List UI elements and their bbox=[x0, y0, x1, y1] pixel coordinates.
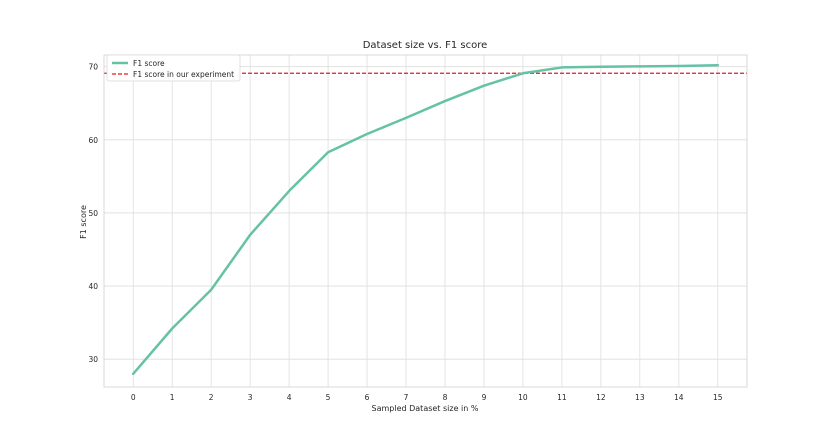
x-tick-label: 5 bbox=[326, 393, 331, 402]
legend-entry-f1-score: F1 score bbox=[133, 59, 165, 68]
x-axis-label: Sampled Dataset size in % bbox=[372, 404, 479, 413]
series-layer bbox=[131, 63, 720, 376]
y-tick-label: 30 bbox=[88, 355, 98, 364]
x-tick-label: 13 bbox=[635, 393, 645, 402]
x-tick-label: 3 bbox=[248, 393, 253, 402]
legend-entry-reference: F1 score in our experiment bbox=[133, 70, 234, 79]
x-tick-label: 10 bbox=[518, 393, 528, 402]
x-tick-label: 0 bbox=[131, 393, 136, 402]
grid bbox=[104, 55, 747, 387]
x-tick-label: 9 bbox=[482, 393, 487, 402]
x-tick-label: 14 bbox=[674, 393, 684, 402]
x-tick-label: 4 bbox=[287, 393, 292, 402]
y-tick-label: 50 bbox=[88, 209, 98, 218]
y-tick-labels: 30 40 50 60 70 bbox=[88, 63, 98, 365]
x-tick-label: 15 bbox=[713, 393, 723, 402]
x-tick-label: 7 bbox=[404, 393, 409, 402]
x-tick-label: 12 bbox=[596, 393, 606, 402]
y-axis-label: F1 score bbox=[79, 205, 88, 239]
x-tick-label: 8 bbox=[443, 393, 448, 402]
series-line-f1-score bbox=[131, 63, 720, 376]
x-tick-label: 6 bbox=[365, 393, 370, 402]
x-tick-label: 11 bbox=[557, 393, 567, 402]
y-tick-label: 70 bbox=[88, 63, 98, 72]
x-tick-label: 2 bbox=[209, 393, 214, 402]
chart-title: Dataset size vs. F1 score bbox=[363, 40, 488, 51]
y-tick-label: 40 bbox=[88, 282, 98, 291]
plot-frame bbox=[103, 54, 748, 388]
y-tick-label: 60 bbox=[88, 136, 98, 145]
legend: F1 score F1 score in our experiment bbox=[106, 54, 241, 82]
legend-box bbox=[106, 54, 241, 82]
x-tick-label: 1 bbox=[170, 393, 175, 402]
x-tick-labels: 0 1 2 3 4 5 6 7 8 9 10 11 12 13 14 15 bbox=[131, 393, 723, 402]
